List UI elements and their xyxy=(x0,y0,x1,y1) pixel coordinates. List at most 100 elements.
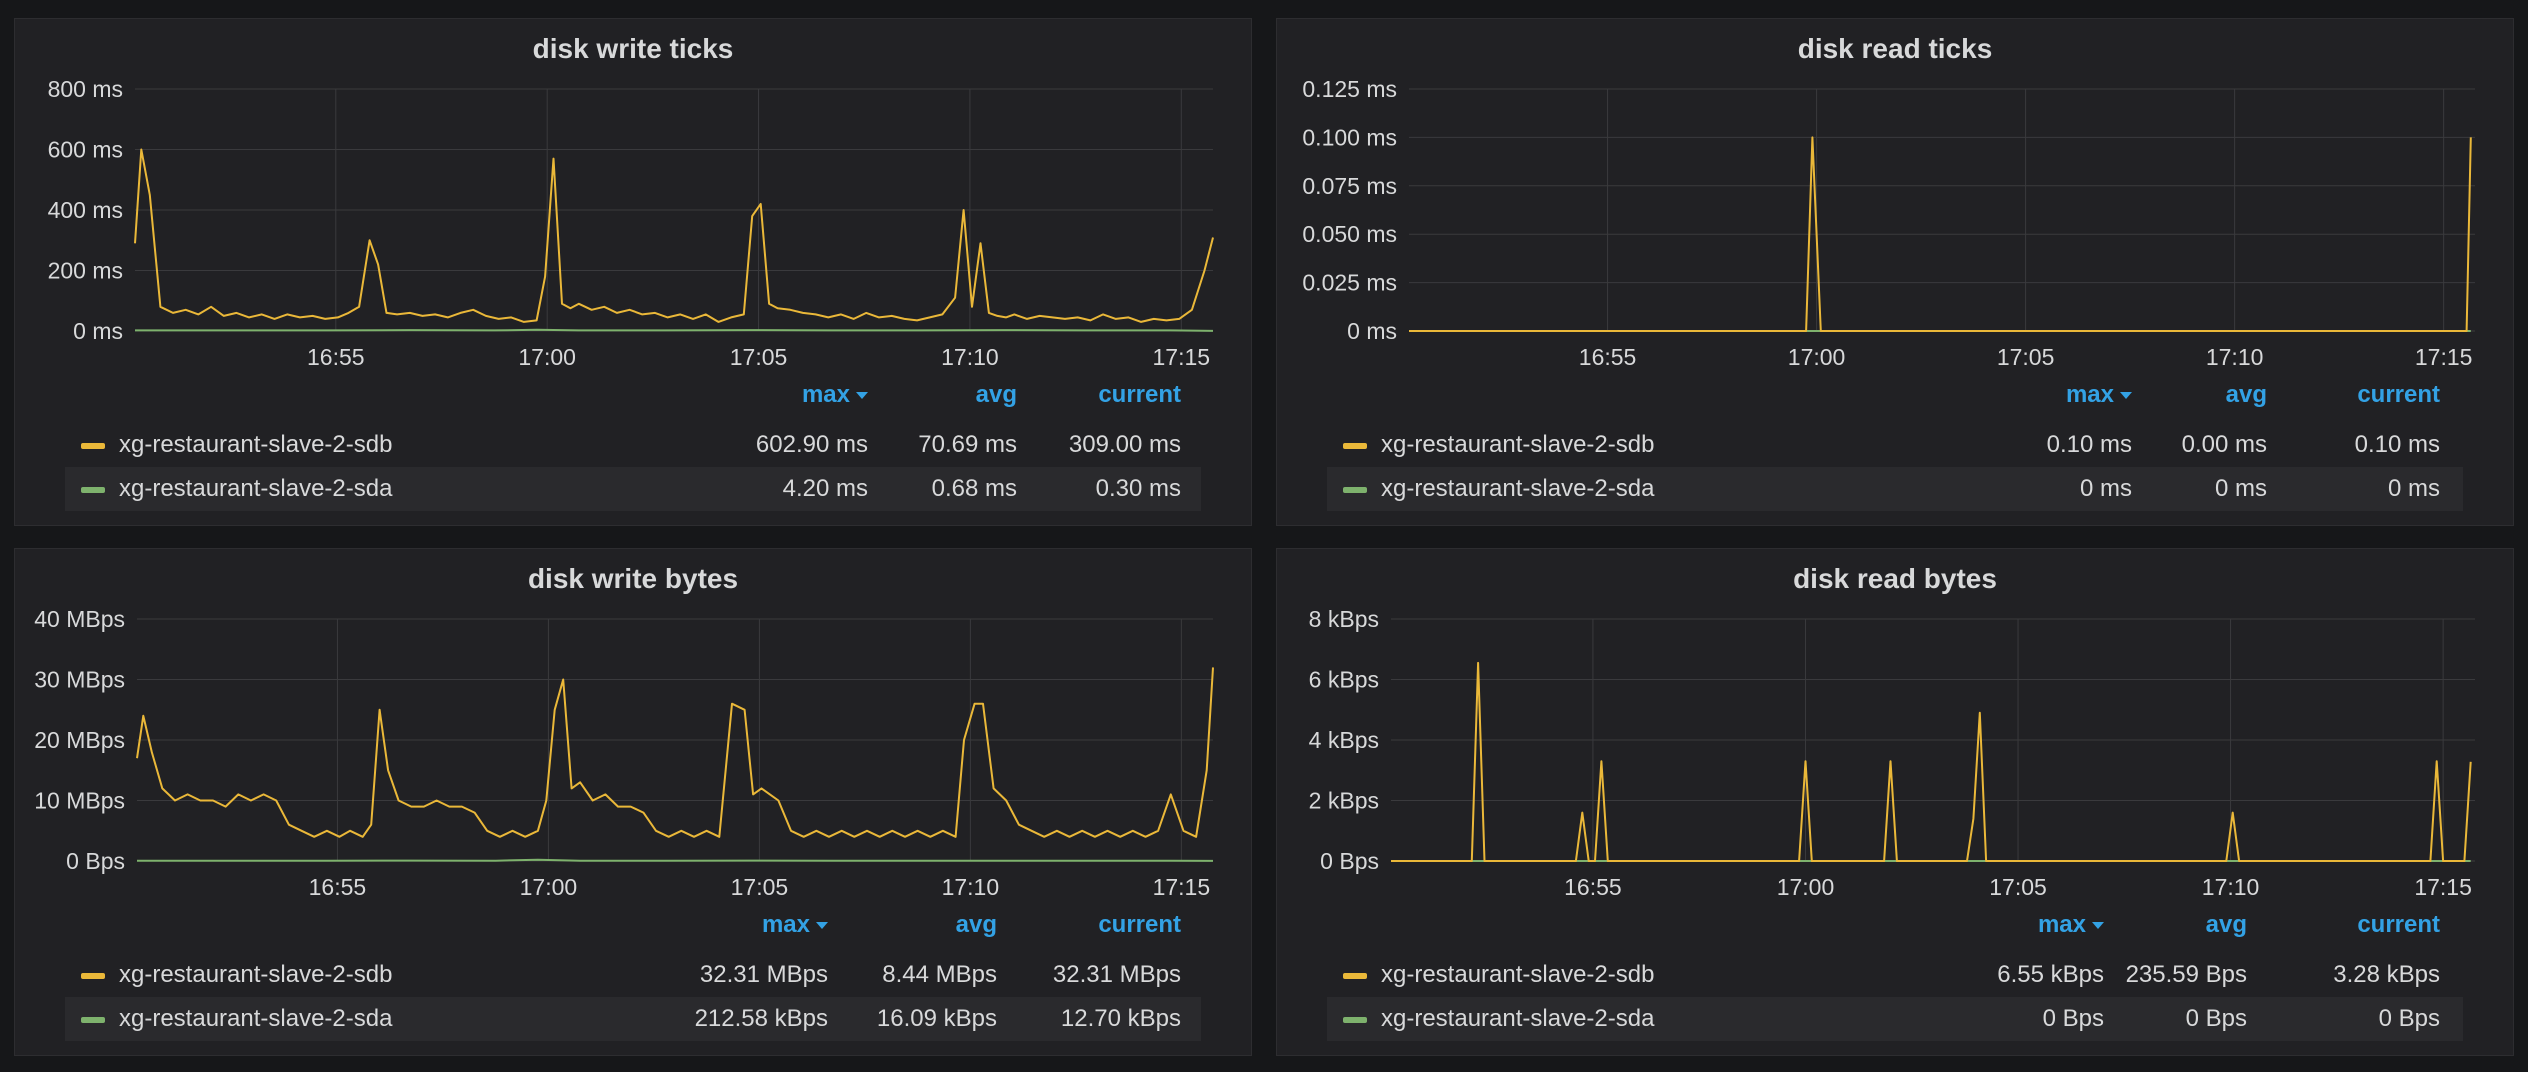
sort-avg-header[interactable]: avg xyxy=(955,911,997,938)
series-name[interactable]: xg-restaurant-slave-2-sda xyxy=(119,1005,393,1032)
y-tick-label: 0.075 ms xyxy=(1302,173,1397,199)
series-name[interactable]: xg-restaurant-slave-2-sda xyxy=(1381,1005,1655,1032)
caret-down-icon xyxy=(2092,922,2104,930)
sort-current-header[interactable]: current xyxy=(2357,381,2440,408)
sort-avg-header[interactable]: avg xyxy=(2225,381,2267,408)
avg-value: 8.44 MBps xyxy=(882,961,997,988)
series-swatch-sda[interactable] xyxy=(1343,1017,1367,1023)
legend-row-sdb[interactable]: xg-restaurant-slave-2-sdb 32.31 MBps 8.4… xyxy=(65,953,1201,997)
y-tick-label: 0.125 ms xyxy=(1302,76,1397,102)
y-tick-label: 0.050 ms xyxy=(1302,221,1397,247)
current-value: 32.31 MBps xyxy=(1052,961,1181,988)
sort-current-header[interactable]: current xyxy=(1098,911,1181,938)
panel-title[interactable]: disk write bytes xyxy=(527,563,739,594)
sort-max-header[interactable]: max xyxy=(802,381,868,409)
sort-avg-header[interactable]: avg xyxy=(975,381,1017,408)
series-swatch-sdb[interactable] xyxy=(1343,443,1367,449)
legend: max avg current xg-restaurant-slave-2-sd… xyxy=(1327,911,2463,1041)
series-line-sdb xyxy=(1391,661,2472,862)
caret-down-icon xyxy=(816,922,828,930)
max-value: 0 ms xyxy=(2079,475,2132,502)
series-swatch-sda[interactable] xyxy=(81,487,105,493)
avg-value: 0.68 ms xyxy=(931,475,1017,502)
y-tick-label: 20 MBps xyxy=(34,727,125,753)
series-line-sdb xyxy=(134,148,1214,323)
series-swatch-sdb[interactable] xyxy=(1343,973,1367,979)
max-value: 0.10 ms xyxy=(2046,431,2132,458)
y-tick-label: 400 ms xyxy=(48,197,123,223)
sort-avg-header[interactable]: avg xyxy=(2205,911,2247,938)
y-tick-label: 0 ms xyxy=(73,318,123,344)
x-tick-label: 17:05 xyxy=(730,344,788,370)
series-line-sda xyxy=(135,328,1214,332)
x-tick-label: 16:55 xyxy=(309,874,367,900)
x-tick-label: 17:15 xyxy=(1153,874,1211,900)
series-name[interactable]: xg-restaurant-slave-2-sdb xyxy=(119,961,393,988)
max-value: 32.31 MBps xyxy=(699,961,828,988)
sort-max-header[interactable]: max xyxy=(762,911,828,939)
x-tick-label: 17:00 xyxy=(1788,344,1846,370)
y-tick-label: 8 kBps xyxy=(1309,606,1379,632)
y-tick-label: 40 MBps xyxy=(34,606,125,632)
panel-title[interactable]: disk read ticks xyxy=(1797,33,1993,64)
chart-disk-write-ticks: 0 ms 200 ms 400 ms 600 ms 800 ms 16:55 17:00 17… xyxy=(48,76,1214,370)
series-swatch-sda[interactable] xyxy=(1343,487,1367,493)
x-tick-label: 17:15 xyxy=(1153,344,1211,370)
panel-title[interactable]: disk write ticks xyxy=(532,33,734,64)
legend-row-sdb[interactable]: xg-restaurant-slave-2-sdb 6.55 kBps 235.… xyxy=(1327,953,2463,997)
series-swatch-sda[interactable] xyxy=(81,1017,105,1023)
sort-max-header[interactable]: max xyxy=(2038,911,2104,939)
x-tick-label: 17:00 xyxy=(520,874,578,900)
series-name[interactable]: xg-restaurant-slave-2-sdb xyxy=(1381,961,1655,988)
current-value: 309.00 ms xyxy=(1068,431,1181,458)
series-name[interactable]: xg-restaurant-slave-2-sda xyxy=(1381,475,1655,502)
y-tick-label: 0 Bps xyxy=(1320,848,1379,874)
y-tick-label: 0 Bps xyxy=(66,848,125,874)
series-line-sdb xyxy=(1409,136,2472,332)
x-tick-label: 17:05 xyxy=(731,874,789,900)
sort-max-header[interactable]: max xyxy=(2066,381,2132,409)
y-tick-label: 200 ms xyxy=(48,258,123,284)
y-tick-label: 10 MBps xyxy=(34,788,125,814)
max-value: 6.55 kBps xyxy=(1997,961,2104,988)
panel-disk-read-bytes[interactable]: disk read bytes 0 Bps 2 kBps 4 kBps 6 kBps 8… xyxy=(1276,548,2514,1056)
sort-current-header[interactable]: current xyxy=(2357,911,2440,938)
legend-row-sda[interactable]: xg-restaurant-slave-2-sda 212.58 kBps 16… xyxy=(65,997,1201,1041)
avg-value: 235.59 Bps xyxy=(2125,961,2247,988)
legend-row-sdb[interactable]: xg-restaurant-slave-2-sdb 0.10 ms 0.00 m… xyxy=(1327,423,2463,467)
current-value: 3.28 kBps xyxy=(2333,961,2440,988)
y-tick-label: 2 kBps xyxy=(1309,788,1379,814)
x-tick-label: 17:15 xyxy=(2414,874,2472,900)
current-value: 0.10 ms xyxy=(2354,431,2440,458)
series-name[interactable]: xg-restaurant-slave-2-sdb xyxy=(119,431,393,458)
x-tick-label: 17:05 xyxy=(1997,344,2055,370)
series-name[interactable]: xg-restaurant-slave-2-sda xyxy=(119,475,393,502)
panel-disk-read-ticks[interactable]: disk read ticks 0 ms 0.025 ms 0.050 ms 0.07… xyxy=(1276,18,2514,526)
x-tick-label: 17:10 xyxy=(2202,874,2260,900)
series-swatch-sdb[interactable] xyxy=(81,443,105,449)
x-tick-label: 17:10 xyxy=(941,344,999,370)
x-tick-label: 16:55 xyxy=(1564,874,1622,900)
max-value: 4.20 ms xyxy=(782,475,868,502)
legend-row-sda[interactable]: xg-restaurant-slave-2-sda 0 ms 0 ms 0 ms xyxy=(1327,467,2463,511)
legend-row-sdb[interactable]: xg-restaurant-slave-2-sdb 602.90 ms 70.6… xyxy=(65,423,1201,467)
y-tick-label: 800 ms xyxy=(48,76,123,102)
x-tick-label: 16:55 xyxy=(307,344,365,370)
avg-value: 16.09 kBps xyxy=(876,1005,997,1032)
avg-value: 0 Bps xyxy=(2185,1005,2247,1032)
x-tick-label: 16:55 xyxy=(1579,344,1637,370)
legend: max avg current xg-restaurant-slave-2-sd… xyxy=(65,911,1201,1041)
current-value: 0.30 ms xyxy=(1095,475,1181,502)
y-tick-label: 0 ms xyxy=(1347,318,1397,344)
panel-disk-write-ticks[interactable]: disk write ticks 0 ms 200 ms 400 ms 600 ms 8… xyxy=(14,18,1252,526)
panel-title[interactable]: disk read bytes xyxy=(1793,563,1997,594)
y-tick-label: 30 MBps xyxy=(34,667,125,693)
series-name[interactable]: xg-restaurant-slave-2-sdb xyxy=(1381,431,1655,458)
series-swatch-sdb[interactable] xyxy=(81,973,105,979)
y-tick-label: 4 kBps xyxy=(1309,727,1379,753)
current-value: 0 ms xyxy=(2387,475,2440,502)
panel-disk-write-bytes[interactable]: disk write bytes 0 Bps 10 MBps 20 MBps 30 M… xyxy=(14,548,1252,1056)
legend-row-sda[interactable]: xg-restaurant-slave-2-sda 0 Bps 0 Bps 0 … xyxy=(1327,997,2463,1041)
legend-row-sda[interactable]: xg-restaurant-slave-2-sda 4.20 ms 0.68 m… xyxy=(65,467,1201,511)
sort-current-header[interactable]: current xyxy=(1098,381,1181,408)
